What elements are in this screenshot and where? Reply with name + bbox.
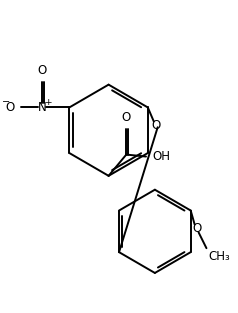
Text: OH: OH: [152, 150, 170, 163]
Text: +: +: [44, 98, 51, 107]
Text: O: O: [151, 119, 160, 132]
Text: O: O: [192, 222, 201, 235]
Text: O: O: [5, 101, 14, 114]
Text: N: N: [37, 101, 46, 114]
Text: CH₃: CH₃: [208, 250, 230, 263]
Text: −: −: [2, 97, 10, 107]
Text: O: O: [122, 111, 131, 124]
Text: O: O: [37, 64, 46, 77]
